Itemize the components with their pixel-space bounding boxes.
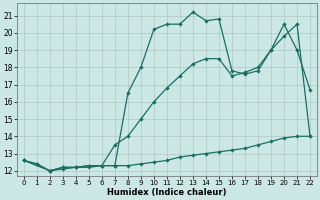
X-axis label: Humidex (Indice chaleur): Humidex (Indice chaleur) (107, 188, 227, 197)
